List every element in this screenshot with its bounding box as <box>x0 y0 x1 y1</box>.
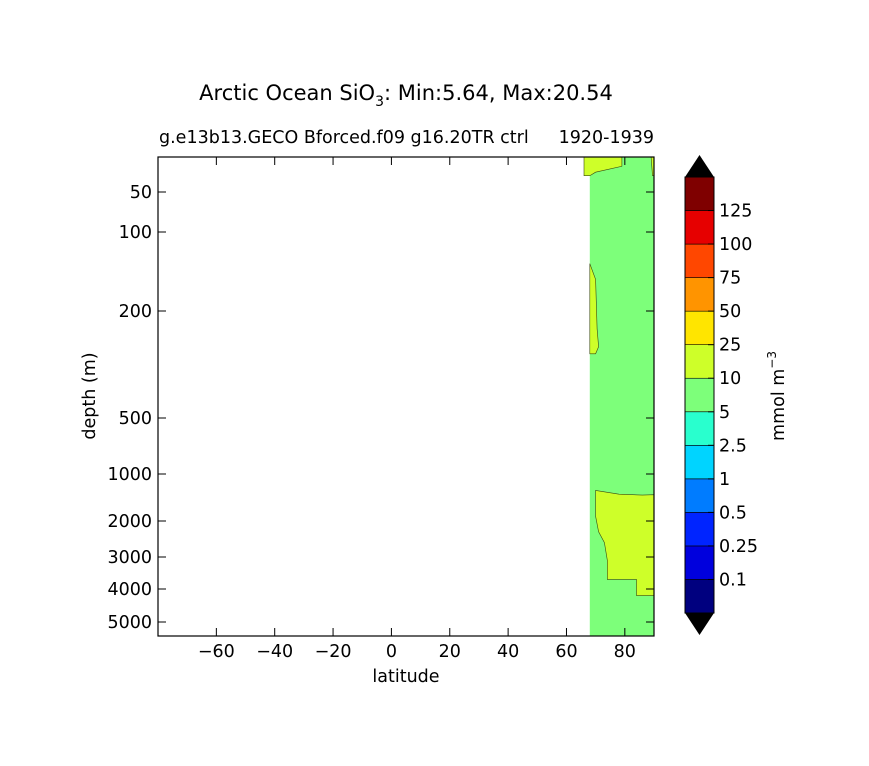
title-suffix: : Min:5.64, Max:20.54 <box>384 81 613 105</box>
contour-region <box>595 490 654 596</box>
colorbar-label: mmol m−3 <box>765 351 789 441</box>
x-tick-label: 0 <box>386 642 397 662</box>
colorbar-tick-label: 0.1 <box>719 570 747 590</box>
y-axis-label: depth (m) <box>80 352 100 439</box>
plot-frame <box>157 156 655 637</box>
y-tick-label: 4000 <box>107 580 152 600</box>
colorbar-segment <box>684 277 715 312</box>
y-tick-label: 50 <box>130 183 152 203</box>
contour-regions <box>583 157 654 636</box>
y-tick-label: 3000 <box>107 548 152 568</box>
colorbar-segment <box>684 176 715 211</box>
colorbar-segment <box>684 243 715 278</box>
colorbar-segment <box>684 210 715 245</box>
contour-region <box>583 157 623 176</box>
x-tick-label: −40 <box>256 642 293 662</box>
x-tick-label: 60 <box>555 642 577 662</box>
y-tick-label: 2000 <box>107 512 152 532</box>
chart-subtitle-left: g.e13b13.GECO Bforced.f09 g16.20TR ctrl <box>159 128 529 148</box>
x-tick-label: −60 <box>198 642 235 662</box>
y-tick-label: 5000 <box>107 613 152 633</box>
colorbar-segment <box>684 579 715 614</box>
colorbar-tick-label: 50 <box>719 302 741 322</box>
colorbar-tick-label: 100 <box>719 235 752 255</box>
contour-region <box>589 263 599 355</box>
colorbar-segment <box>684 478 715 513</box>
colorbar-tick-label: 125 <box>719 202 752 222</box>
y-tick-label: 500 <box>119 409 152 429</box>
y-tick-label: 1000 <box>107 465 152 485</box>
y-axis-ticks: 50 100 200 500 1000 2000 3000 4000 5000 <box>107 183 654 633</box>
colorbar-segment <box>684 445 715 480</box>
y-tick-label: 100 <box>119 223 152 243</box>
x-tick-label: 80 <box>614 642 636 662</box>
colorbar-segment <box>684 377 715 413</box>
colorbar-extend-min <box>685 613 714 635</box>
y-tick-label: 200 <box>119 302 152 322</box>
contour-region <box>650 157 654 176</box>
colorbar-label-superscript: −3 <box>765 351 779 369</box>
colorbar-extend-max <box>685 155 714 177</box>
colorbar-label-main: mmol m <box>769 369 789 441</box>
colorbar-frame <box>684 176 715 614</box>
colorbar-segment <box>684 411 715 446</box>
colorbar-tick-label: 5 <box>719 403 730 423</box>
colorbar-tick-label: 0.5 <box>719 503 747 523</box>
colorbar: 0.1 0.25 0.5 1 2.5 5 10 25 50 75 100 125 <box>684 155 758 635</box>
colorbar-segment <box>684 310 715 345</box>
x-axis-ticks: −60 −40 −20 0 20 40 60 80 <box>198 157 636 662</box>
colorbar-tick-label: 10 <box>719 369 741 389</box>
x-tick-label: 40 <box>497 642 519 662</box>
colorbar-tick-label: 0.25 <box>719 537 758 557</box>
x-tick-label: −20 <box>315 642 352 662</box>
title-subscript: 3 <box>375 94 384 110</box>
x-tick-label: 20 <box>439 642 461 662</box>
colorbar-segment <box>684 344 715 379</box>
chart-subtitle-right: 1920-1939 <box>559 128 654 148</box>
colorbar-tick-label: 1 <box>719 470 730 490</box>
x-axis-label: latitude <box>372 667 439 687</box>
title-main: Arctic Ocean SiO <box>199 81 375 105</box>
chart-title: Arctic Ocean SiO3: Min:5.64, Max:20.54 <box>199 81 613 110</box>
colorbar-segment <box>684 545 715 580</box>
colorbar-tick-label: 75 <box>719 269 741 289</box>
colorbar-segment <box>684 512 715 547</box>
colorbar-tick-label: 2.5 <box>719 436 747 456</box>
colorbar-tick-label: 25 <box>719 336 741 356</box>
